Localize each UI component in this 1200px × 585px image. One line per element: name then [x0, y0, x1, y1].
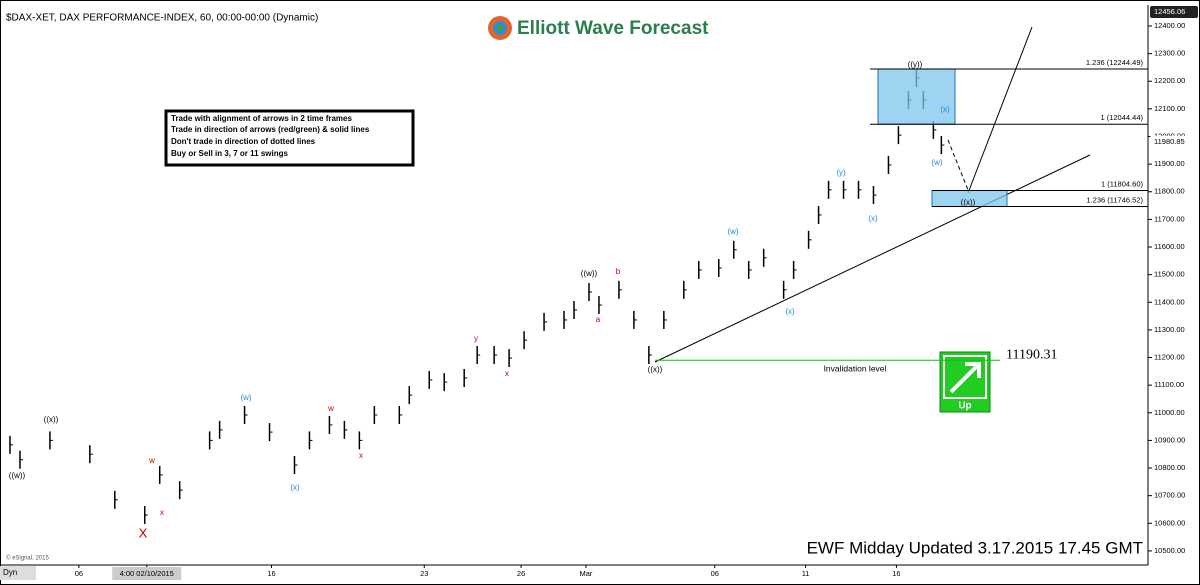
wave-label: ((x)): [648, 365, 663, 374]
wave-label: (x): [940, 105, 950, 114]
x-tick-label: 16: [892, 569, 900, 578]
dotted-line: [947, 139, 969, 191]
wave-label: a: [596, 315, 601, 324]
y-tick-label: 12400.00: [1154, 21, 1185, 30]
y-tick-label: 10900.00: [1154, 435, 1185, 444]
corner-box: [0, 566, 36, 580]
y-tick-label: 10700.00: [1154, 491, 1185, 500]
note: Buy or Sell in 3, 7 or 11 swings: [171, 149, 288, 158]
signal-box: Up: [939, 351, 991, 413]
note: Trade in direction of arrows (red/green)…: [171, 125, 370, 134]
notes-box: Trade with alignment of arrows in 2 time…: [164, 109, 415, 167]
note: Don't trade in direction of dotted lines: [171, 137, 316, 146]
signal-arrow: [949, 362, 981, 394]
y-tick-label: 11400.00: [1154, 297, 1185, 306]
wave-label: y: [474, 334, 478, 343]
wave-label: ((y)): [908, 60, 923, 69]
y-tick-label: 10500.00: [1154, 546, 1185, 555]
wave-label: (x): [290, 483, 300, 492]
wave-label: (w): [240, 393, 251, 402]
x-tick-label: Mar: [580, 569, 593, 578]
wave-label: ((w)): [9, 471, 26, 480]
x-tick-label: 16: [267, 569, 275, 578]
y-tick-label: 12300.00: [1154, 49, 1185, 58]
y-tick-label: 12200.00: [1154, 76, 1185, 85]
wave-label: (y): [836, 168, 846, 177]
price-flag: [1150, 6, 1198, 18]
x-tick-label: 06: [711, 569, 719, 578]
wave-label: (w): [727, 227, 738, 236]
x-tick-label-box: [112, 567, 182, 580]
footer: EWF Midday Updated 3.17.2015 17.45 GMT: [807, 538, 1143, 557]
wave-label: x: [160, 508, 164, 517]
price-flag-label: 11980.85: [1154, 137, 1185, 146]
price-flag: [1150, 135, 1198, 148]
signal-text: Up: [958, 401, 971, 412]
note: Trade with alignment of arrows in 2 time…: [171, 114, 352, 123]
x-tick-label: 26: [517, 569, 525, 578]
logo-text: Elliott Wave Forecast: [517, 18, 709, 39]
wave-label: x: [505, 369, 509, 378]
corner-label: Dyn: [3, 568, 17, 577]
y-tick-label: 11700.00: [1154, 214, 1185, 223]
y-tick-label: 11600.00: [1154, 242, 1185, 251]
copyright: © eSignal, 2015: [6, 555, 49, 562]
y-tick-label: 11800.00: [1154, 187, 1185, 196]
fib-label: 1.236 (11746.52): [1086, 196, 1143, 205]
y-tick-label: 10600.00: [1154, 518, 1185, 527]
wave-label: (x): [785, 307, 795, 316]
wave-label: w: [148, 456, 155, 465]
x-tick-label: 4:00 02/10/2015: [120, 569, 174, 578]
invalidation-text: Invalidation level: [824, 363, 887, 373]
wave-label: w: [327, 404, 334, 413]
x-tick-label: 23: [420, 569, 428, 578]
wave-label: (x): [868, 214, 878, 223]
wave-label: X: [139, 525, 148, 540]
wave-label: x: [359, 451, 363, 460]
invalidation-price: 11190.31: [1006, 347, 1057, 362]
x-tick-label: 11: [802, 569, 810, 578]
logo-icon: [497, 25, 503, 31]
wave-label: b: [616, 267, 621, 276]
wave-label: ((x)): [961, 198, 976, 207]
fib-label: 1 (11804.60): [1101, 179, 1143, 188]
fib-label: 1.236 (12244.49): [1086, 58, 1144, 67]
fib-label: 1 (12044.44): [1100, 113, 1143, 122]
wave-label: ((w)): [581, 269, 598, 278]
y-tick-label: 11900.00: [1154, 159, 1185, 168]
y-tick-label: 11300.00: [1154, 325, 1185, 334]
y-tick-label: 12100.00: [1154, 104, 1185, 113]
wave-label: (w): [931, 158, 942, 167]
y-tick-label: 11100.00: [1154, 380, 1184, 389]
y-tick-label: 10800.00: [1154, 463, 1185, 472]
y-tick-label: 11000.00: [1154, 408, 1185, 417]
chart-title: $DAX-XET, DAX PERFORMANCE-INDEX, 60, 00:…: [6, 13, 318, 24]
target-box: [877, 68, 956, 125]
wave-label: ((x)): [44, 415, 59, 424]
y-tick-label: 11200.00: [1154, 353, 1185, 362]
y-tick-label: 11500.00: [1154, 270, 1185, 279]
x-tick-label: 06: [75, 569, 83, 578]
price-flag-label: 12456.06: [1154, 7, 1185, 16]
notes-border: [164, 109, 415, 167]
logo: Elliott Wave Forecast: [488, 16, 709, 40]
trend-line: [654, 154, 1091, 363]
projection-line: [967, 26, 1033, 194]
